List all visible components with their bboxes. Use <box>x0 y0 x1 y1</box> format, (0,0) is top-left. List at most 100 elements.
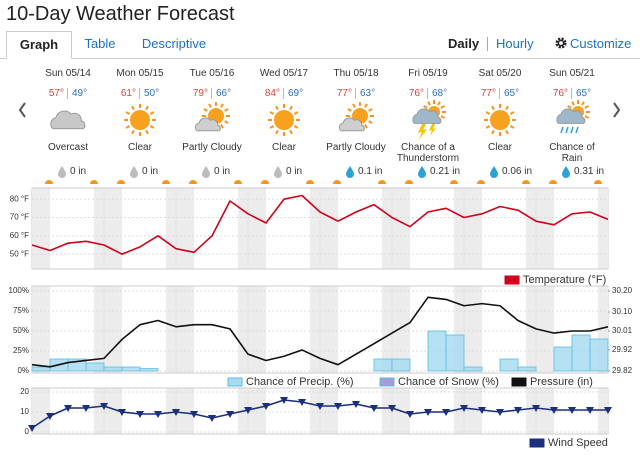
night-band <box>94 286 122 373</box>
precip-bar <box>571 334 591 372</box>
day-date: Tue 05/16 <box>189 68 235 79</box>
sun-ray <box>505 129 509 135</box>
prev-arrow[interactable] <box>18 102 26 118</box>
wind-marker <box>190 411 198 418</box>
lightning <box>418 124 427 140</box>
high-temp: 77° <box>336 88 352 99</box>
night-band <box>32 286 50 373</box>
sunrise-icon <box>189 180 197 184</box>
precip-bar <box>517 366 537 372</box>
drop-icon <box>562 166 570 178</box>
precip-amount: 0.21 in <box>430 166 461 177</box>
gear-icon[interactable] <box>555 37 567 49</box>
wind-marker <box>136 411 144 418</box>
precip-amount: 0 in <box>214 166 231 177</box>
wind-marker <box>586 407 594 414</box>
wind-marker <box>262 403 270 410</box>
precip-icons <box>549 166 602 184</box>
drop-icon <box>130 166 138 178</box>
wind-marker <box>100 403 108 410</box>
night-band <box>32 188 50 269</box>
night-band <box>238 188 266 269</box>
high-temp: 76° <box>552 88 568 99</box>
wind-marker <box>208 415 216 422</box>
precip-icons <box>477 166 530 184</box>
y-tick-label: 70 °F <box>10 213 29 222</box>
weather-icon <box>268 104 300 136</box>
y-tick-label: 25% <box>13 346 29 355</box>
customize-link[interactable]: Customize <box>570 36 632 51</box>
sun-ray <box>293 111 299 115</box>
sun-ray <box>485 111 491 115</box>
precip-bar <box>445 334 465 372</box>
sunset-icon <box>522 180 530 184</box>
tab[interactable]: Graph <box>6 31 72 59</box>
precip-bar <box>85 362 105 372</box>
sun-ray <box>347 108 352 112</box>
day-date: Thu 05/18 <box>333 68 379 79</box>
wind-marker <box>334 403 342 410</box>
legend-swatch <box>379 377 395 387</box>
wind-marker <box>514 407 522 414</box>
hourly-link[interactable]: Hourly <box>496 36 534 51</box>
wind-marker <box>352 401 360 408</box>
legend-swatch <box>529 438 545 448</box>
wind-marker <box>226 411 234 418</box>
low-temp: 63° <box>360 88 376 99</box>
precip-amount: 0.31 in <box>574 166 605 177</box>
sun-ray <box>437 101 441 106</box>
legend-label: Temperature (°F) <box>523 274 606 286</box>
precip-bar <box>499 358 519 372</box>
sun-ray <box>220 124 224 129</box>
tab[interactable]: Table <box>84 36 116 51</box>
y-tick-label: 60 °F <box>10 231 29 240</box>
sunrise-icon <box>45 180 53 184</box>
wind-marker <box>46 413 54 420</box>
low-temp: 66° <box>216 88 232 99</box>
high-temp: 77° <box>480 88 496 99</box>
y2-tick-label: 30.01 <box>612 326 633 335</box>
page-title: 10-Day Weather Forecast <box>6 3 235 25</box>
legend-swatch <box>227 377 243 387</box>
wind-marker <box>280 397 288 404</box>
temp-separator <box>283 88 284 99</box>
sun-ray <box>505 105 509 111</box>
low-temp: 69° <box>288 88 304 99</box>
sun-ray <box>269 125 275 129</box>
day-date: Sun 05/21 <box>549 68 595 79</box>
sun-ray <box>208 103 212 108</box>
condition: Chance of a Thunderstorm <box>396 142 460 164</box>
sun-ray <box>440 115 445 119</box>
sun-ray <box>427 101 431 106</box>
y-tick-label: 100% <box>9 286 29 295</box>
weather-icon <box>556 100 590 134</box>
day-date: Wed 05/17 <box>259 68 309 79</box>
y-tick-label: 10 <box>20 407 29 416</box>
precip-icons <box>189 166 242 184</box>
series-line <box>31 194 609 255</box>
high-temp: 61° <box>120 88 136 99</box>
precip-icons <box>405 166 458 184</box>
precip-amount: 0.1 in <box>358 166 383 177</box>
precip-icons <box>117 166 170 184</box>
sun-ray <box>289 105 293 111</box>
wind-marker <box>244 407 252 414</box>
night-band <box>382 188 410 269</box>
sunset-icon <box>378 180 386 184</box>
sun-ray <box>571 101 575 106</box>
sunrise-icon <box>405 180 413 184</box>
temp-separator <box>211 88 212 99</box>
night-band <box>454 188 482 269</box>
wind-marker <box>316 403 324 410</box>
daily-link[interactable]: Daily <box>448 36 480 51</box>
wind-marker <box>532 405 540 412</box>
night-band <box>382 286 410 373</box>
tab[interactable]: Descriptive <box>141 36 207 51</box>
next-arrow[interactable] <box>613 102 621 118</box>
sun-ray <box>440 105 445 109</box>
legend-label: Chance of Snow (%) <box>398 376 499 388</box>
condition: Overcast <box>47 142 88 153</box>
y2-tick-label: 29.82 <box>612 366 633 375</box>
sun <box>274 110 294 130</box>
